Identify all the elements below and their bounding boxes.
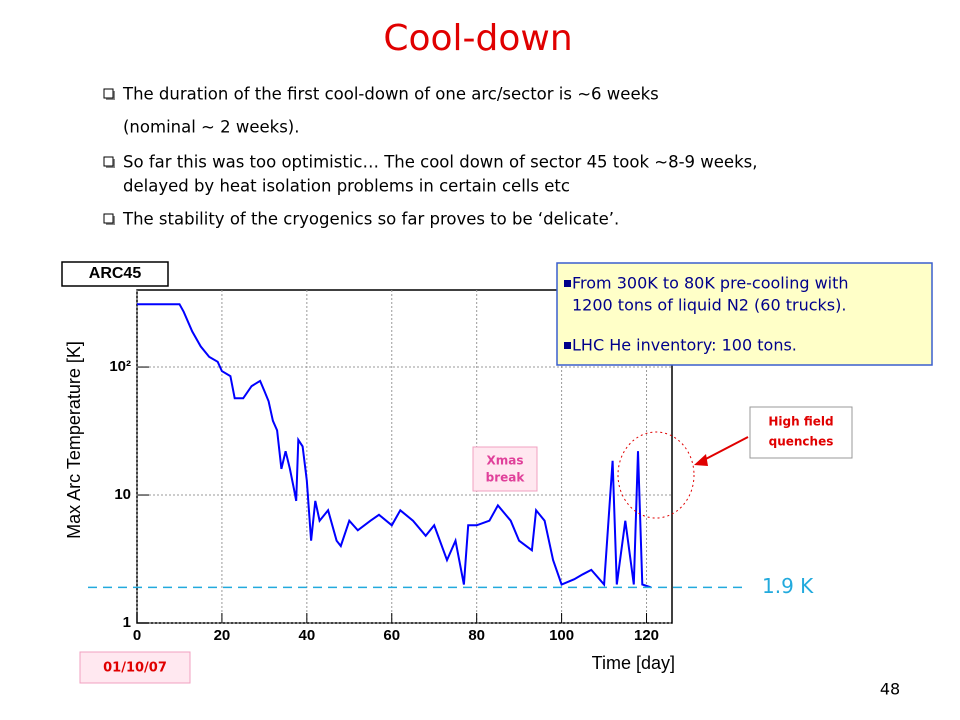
bullet-marker bbox=[103, 213, 114, 224]
annotation-text: quenches bbox=[769, 435, 834, 449]
info-text: 1200 tons of liquid N2 (60 trucks). bbox=[572, 296, 846, 315]
annotation-text: Xmas bbox=[487, 454, 524, 468]
bullet-marker bbox=[564, 280, 571, 287]
x-tick-label: 100 bbox=[549, 627, 574, 644]
bullet-marker bbox=[103, 88, 114, 99]
bullet-text: So far this was too optimistic… The cool… bbox=[123, 153, 757, 172]
bullet-text: The stability of the cryogenics so far p… bbox=[122, 210, 619, 229]
info-box bbox=[556, 262, 933, 366]
bullet-text: The duration of the first cool-down of o… bbox=[122, 85, 659, 104]
y-tick-label: 1 bbox=[123, 614, 131, 631]
reference-label: 1.9 K bbox=[762, 574, 814, 598]
date: 01/10/07 bbox=[103, 661, 167, 676]
bullet-marker bbox=[103, 156, 114, 167]
x-tick-label: 40 bbox=[298, 627, 315, 644]
info-text: From 300K to 80K pre-cooling with bbox=[572, 274, 849, 293]
annotations: Xmas break High field quenches bbox=[486, 415, 834, 485]
x-axis-label: Time [day] bbox=[592, 653, 675, 673]
bullet-marker bbox=[564, 342, 571, 349]
x-tick-label: 0 bbox=[133, 627, 141, 644]
arrow-head bbox=[694, 454, 708, 466]
slide-title: Cool-down bbox=[383, 18, 572, 59]
plot-area bbox=[136, 289, 673, 624]
annotation-text: High field bbox=[768, 415, 833, 429]
chart-title: ARC45 bbox=[89, 265, 142, 282]
info-list: From 300K to 80K pre-cooling with 1200 to… bbox=[564, 274, 849, 355]
annotation-box bbox=[749, 406, 853, 459]
legend-box bbox=[61, 261, 169, 287]
info-text: LHC He inventory: 100 tons. bbox=[572, 336, 797, 355]
x-tick-label: 20 bbox=[214, 627, 231, 644]
annotation-text: break bbox=[486, 471, 526, 485]
bullet-list: The duration of the first cool-down of o… bbox=[103, 85, 757, 229]
bullet-text: delayed by heat isolation problems in ce… bbox=[123, 177, 570, 196]
date-box bbox=[79, 651, 191, 684]
bullet-text: (nominal ~ 2 weeks). bbox=[123, 118, 300, 137]
x-tick-label: 120 bbox=[634, 627, 659, 644]
data-line bbox=[137, 303, 652, 589]
page-number: 48 bbox=[880, 680, 900, 699]
x-tick-label: 60 bbox=[383, 627, 400, 644]
y-axis-label: Max Arc Temperature [K] bbox=[64, 341, 84, 539]
x-tick-label: 80 bbox=[468, 627, 485, 644]
plot: 1 10 10² 0 20 40 60 80 100 120 bbox=[109, 289, 673, 644]
y-tick-label: 10² bbox=[109, 358, 131, 375]
y-tick-label: 10 bbox=[114, 486, 131, 503]
annotation-box bbox=[472, 446, 538, 492]
arrow bbox=[699, 436, 749, 463]
highlight-ellipse bbox=[617, 431, 695, 519]
